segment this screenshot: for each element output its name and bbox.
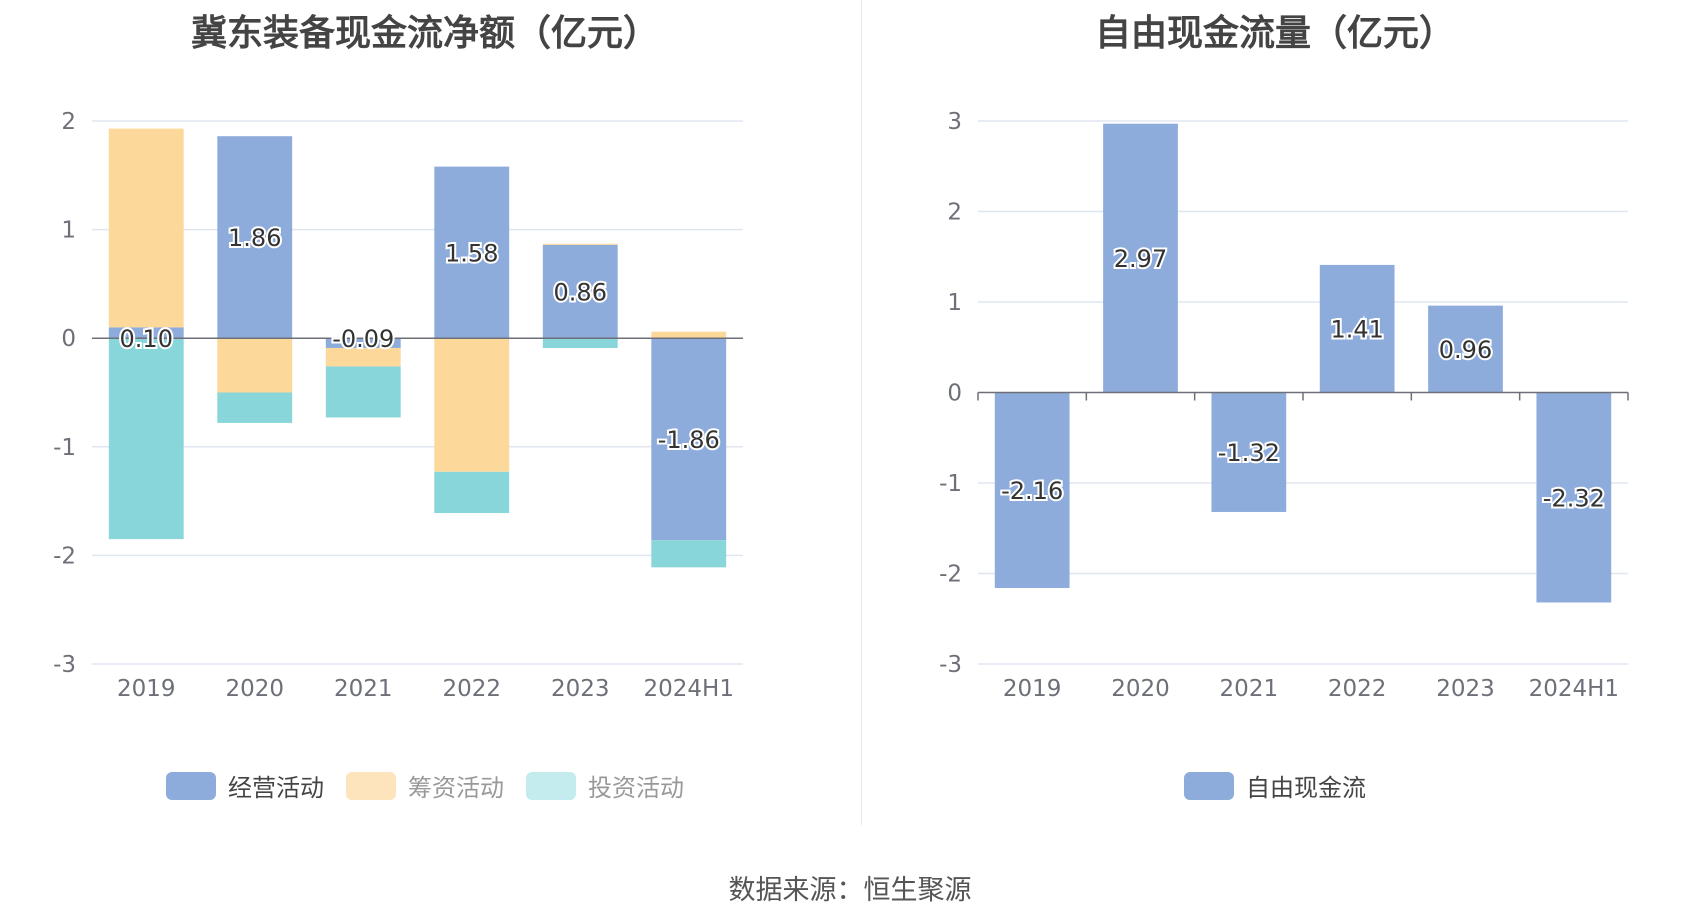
- data-label: 0.10: [120, 325, 173, 353]
- x-tick-label: 2023: [551, 676, 610, 702]
- bar: [325, 347, 401, 367]
- cash-flow-chart: 2 1 0 -1 -2 -3 2019 2020 2021 2022 2023 2024H1 0.10 1…: [53, 109, 743, 702]
- data-label: -2.16: [1001, 477, 1063, 505]
- legend-swatch: [1184, 771, 1234, 800]
- bar: [651, 540, 727, 568]
- legend-label: 投资活动: [588, 774, 684, 802]
- data-label: -1.86: [658, 426, 720, 454]
- legend-swatch: [346, 771, 396, 800]
- bar: [434, 166, 510, 339]
- y-tick-label: 0: [61, 326, 76, 352]
- x-tick-label: 2024H1: [644, 676, 734, 702]
- x-tick-label: 2020: [1111, 676, 1170, 702]
- y-tick-label: -2: [53, 543, 76, 569]
- data-label: 2.97: [1114, 245, 1167, 273]
- panel-divider: [861, 0, 862, 825]
- x-tick-label: 2022: [442, 676, 501, 702]
- free-cash-flow-chart: 3 2 1 0 -1 -2 -3 2019 2020 2021 2022 2023 2024H1 -2.1…: [939, 109, 1629, 702]
- chart-title: 自由现金流量（亿元）: [1094, 13, 1455, 54]
- data-label: 1.58: [445, 239, 498, 267]
- data-label: -2.32: [1543, 484, 1605, 512]
- bar: [108, 338, 184, 540]
- bar: [994, 392, 1070, 588]
- y-tick-label: -2: [939, 562, 962, 588]
- legend-item[interactable]: 自由现金流: [1184, 768, 1366, 803]
- legend-label: 经营活动: [228, 774, 324, 802]
- legend-label: 自由现金流: [1246, 774, 1366, 802]
- bar: [108, 327, 184, 339]
- y-tick-label: 3: [947, 109, 962, 135]
- bar: [1428, 305, 1503, 393]
- legend-label: 筹资活动: [408, 774, 504, 802]
- y-tick-label: 1: [61, 218, 76, 244]
- bar: [217, 392, 293, 423]
- bar: [542, 244, 618, 339]
- x-tick-label: 2019: [1003, 676, 1062, 702]
- y-tick-label: -1: [939, 471, 962, 497]
- bar: [542, 338, 618, 348]
- data-label: -0.09: [332, 325, 394, 353]
- data-label: -1.32: [1218, 439, 1280, 467]
- bar: [542, 243, 618, 245]
- legend-item[interactable]: 投资活动: [526, 768, 684, 803]
- legend-item[interactable]: 经营活动: [166, 768, 324, 803]
- bar: [325, 338, 401, 348]
- legend-swatch: [166, 771, 216, 800]
- data-label: 1.86: [228, 224, 281, 252]
- bar: [434, 471, 510, 514]
- chart-title: 冀东装备现金流净额（亿元）: [190, 13, 659, 54]
- data-label: 0.96: [1439, 336, 1492, 364]
- bar: [651, 338, 727, 541]
- x-tick-label: 2024H1: [1529, 676, 1619, 702]
- x-tick-label: 2021: [1220, 676, 1279, 702]
- bar: [434, 338, 510, 472]
- cash-flow-chart-panel: 冀东装备现金流净额（亿元） 2 1 0 -1 -2 -3 2019 2020 2021 2022 2…: [0, 0, 850, 830]
- bar: [325, 366, 401, 418]
- data-source: 数据来源：恒生聚源: [728, 875, 972, 906]
- y-tick-label: 2: [947, 200, 962, 226]
- y-tick-label: 1: [947, 290, 962, 316]
- x-tick-label: 2020: [225, 676, 284, 702]
- x-tick-label: 2023: [1436, 676, 1495, 702]
- bar: [217, 136, 293, 339]
- x-tick-label: 2019: [117, 676, 176, 702]
- legend-item[interactable]: 筹资活动: [346, 768, 504, 803]
- legend-swatch: [526, 771, 576, 800]
- bar: [108, 128, 184, 328]
- bar: [1211, 392, 1287, 512]
- bar: [1536, 392, 1612, 603]
- y-tick-label: -1: [53, 435, 76, 461]
- y-tick-label: -3: [53, 652, 76, 678]
- x-tick-label: 2022: [1328, 676, 1387, 702]
- data-label: 1.41: [1330, 316, 1383, 344]
- y-tick-label: 0: [947, 381, 962, 407]
- free-cash-flow-chart-panel: 自由现金流量（亿元） 3 2 1 0 -1 -2 -3 2019 2020 2021 2022 202…: [850, 0, 1700, 830]
- bar: [1103, 123, 1178, 393]
- x-tick-label: 2021: [334, 676, 393, 702]
- data-label: 0.86: [554, 279, 607, 307]
- chart-legend: 经营活动 筹资活动 投资活动: [0, 768, 850, 803]
- bar: [217, 338, 293, 393]
- chart-legend: 自由现金流: [850, 768, 1700, 803]
- y-tick-label: -3: [939, 652, 962, 678]
- y-tick-label: 2: [61, 109, 76, 135]
- bar: [1319, 264, 1395, 393]
- bar: [651, 331, 727, 339]
